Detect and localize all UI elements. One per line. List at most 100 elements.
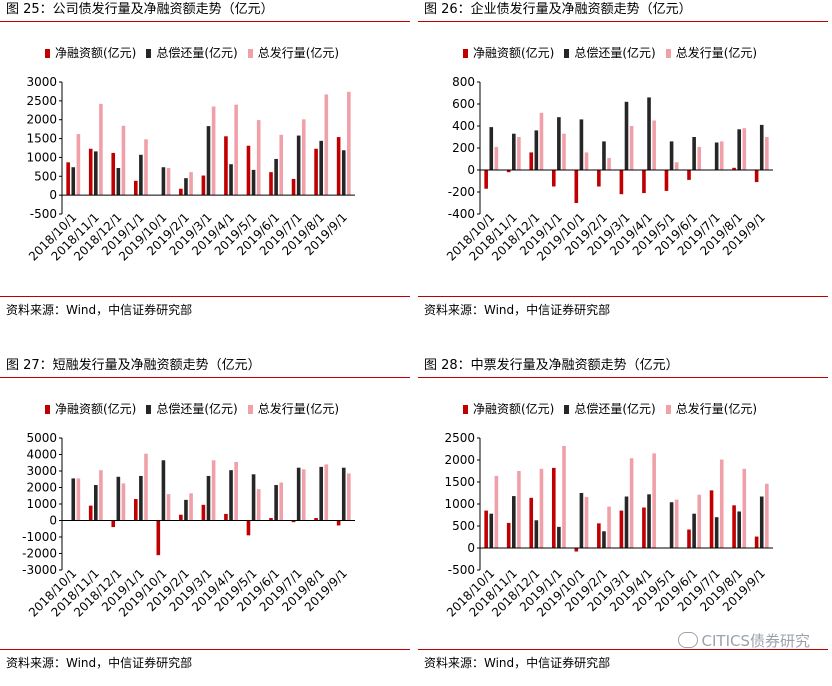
bar [720, 141, 724, 170]
bar [692, 137, 696, 170]
bar [489, 127, 493, 170]
y-tick-label: -2000 [22, 547, 57, 561]
y-tick-label: 2000 [26, 481, 57, 495]
panel-title: 图 25：公司债发行量及净融资额走势（亿元） [6, 0, 274, 20]
bar [652, 453, 656, 548]
bar [715, 143, 719, 171]
source-note: 资料来源：Wind，中信证券研究部 [6, 655, 192, 671]
bar [202, 505, 206, 521]
bar [585, 152, 589, 170]
panel-short-term-financing: 图 27：短融发行量及净融资额走势（亿元） 净融资额(亿元)总偿还量(亿元)总发… [0, 356, 410, 686]
bar [484, 170, 488, 189]
panel-corporate-bond: 图 25：公司债发行量及净融资额走势（亿元） 净融资额(亿元)总偿还量(亿元)总… [0, 0, 410, 330]
bar [66, 162, 70, 195]
bar [342, 468, 346, 521]
bar [144, 139, 148, 195]
bar [189, 172, 193, 195]
y-tick-label: 200 [452, 141, 475, 155]
bar [755, 170, 759, 182]
bar [77, 134, 81, 195]
bar [557, 117, 561, 170]
bar [347, 473, 351, 520]
bar [625, 102, 629, 170]
y-tick-label: 5000 [26, 431, 57, 445]
bar [297, 468, 301, 521]
bar-chart: -5000500100015002000250030002018/10/1201… [0, 24, 410, 296]
bar [234, 462, 238, 521]
y-tick-label: 600 [452, 97, 475, 111]
bar [585, 497, 589, 548]
bar [77, 478, 81, 520]
bar [642, 170, 646, 193]
bar [647, 97, 651, 170]
bar [675, 162, 679, 170]
bar [529, 152, 533, 170]
title-rule [418, 21, 828, 22]
bar [670, 141, 674, 170]
bar [162, 167, 166, 195]
bar [517, 137, 521, 170]
bar [495, 147, 499, 170]
bar [347, 92, 351, 195]
bar-chart: -3000-2000-10000100020003000400050002018… [0, 380, 410, 652]
bar [720, 460, 724, 548]
bar [184, 500, 188, 521]
y-tick-label: -500 [448, 563, 475, 577]
bar [134, 499, 138, 520]
bar [687, 170, 691, 180]
bar [512, 496, 516, 548]
bar [597, 523, 601, 548]
bar [665, 170, 669, 191]
bar [552, 170, 556, 187]
bar [122, 483, 126, 520]
bar [99, 104, 103, 195]
title-rule [418, 377, 828, 378]
panel-title: 图 26：企业债发行量及净融资额走势（亿元） [424, 0, 692, 20]
watermark-text: CITICS债券研究 [702, 632, 810, 650]
bar [715, 517, 719, 548]
bar [71, 167, 75, 195]
bar [179, 189, 183, 195]
bar [139, 476, 143, 521]
bar [202, 176, 206, 196]
bar [517, 471, 521, 548]
y-tick-label: 1500 [444, 475, 475, 489]
y-tick-label: 800 [452, 75, 475, 89]
bar [692, 514, 696, 548]
bar [495, 476, 499, 548]
bar [607, 507, 611, 548]
bar [602, 141, 606, 170]
y-tick-label: 1000 [26, 497, 57, 511]
panel-title: 图 28：中票发行量及净融资额走势（亿元） [424, 356, 679, 376]
bar [607, 158, 611, 170]
bar [274, 485, 278, 520]
bar [647, 494, 651, 548]
bar [224, 514, 228, 521]
y-tick-label: 2000 [26, 113, 57, 127]
bar [489, 514, 493, 548]
bar [269, 172, 273, 195]
y-tick-label: 4000 [26, 448, 57, 462]
bar [224, 136, 228, 195]
y-tick-label: 0 [467, 163, 475, 177]
bar [760, 497, 764, 548]
bar [212, 107, 216, 196]
bar [575, 170, 579, 203]
bar [337, 521, 341, 526]
bar [117, 168, 121, 195]
y-tick-label: 1000 [444, 497, 475, 511]
y-tick-label: -200 [448, 185, 475, 199]
bar [324, 464, 328, 520]
bar [642, 508, 646, 548]
bar [742, 469, 746, 548]
bar [247, 146, 251, 195]
panel-enterprise-bond: 图 26：企业债发行量及净融资额走势（亿元） 净融资额(亿元)总偿还量(亿元)总… [418, 0, 828, 330]
bar [630, 458, 634, 548]
bar [167, 168, 171, 195]
bar [557, 527, 561, 548]
bar [529, 498, 533, 548]
y-tick-label: -1000 [22, 530, 57, 544]
source-note: 资料来源：Wind，中信证券研究部 [424, 655, 610, 671]
bar [89, 506, 93, 521]
bar [697, 495, 701, 548]
